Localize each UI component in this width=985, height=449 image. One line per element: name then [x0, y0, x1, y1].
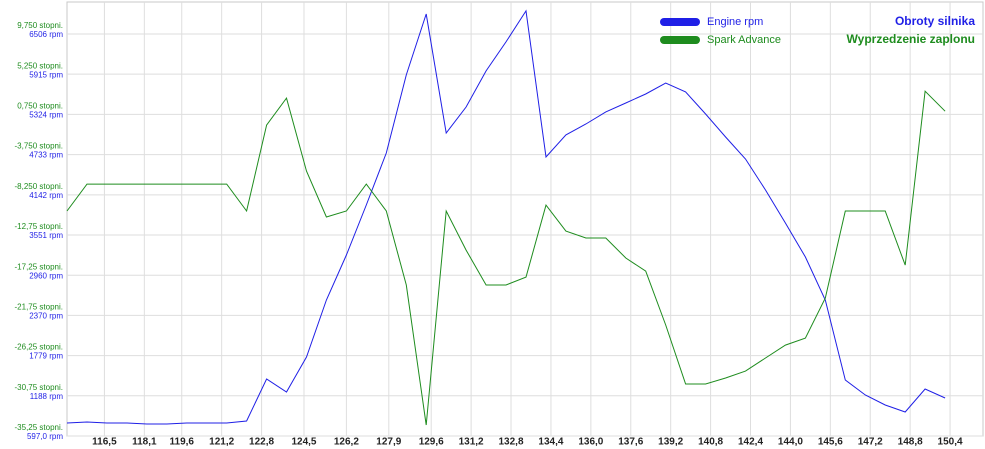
y2-tick-label: -3,750 stopni.: [15, 142, 63, 151]
y-tick-label: 2370 rpm: [29, 311, 63, 320]
y2-tick-label: -17,25 stopni.: [15, 262, 63, 271]
y-tick-label: 5915 rpm: [29, 70, 63, 79]
y-tick-label: 4142 rpm: [29, 191, 63, 200]
x-tick-label: 140,8: [698, 437, 723, 448]
plot-area: [66, 1, 984, 437]
y2-tick-label: -26,25 stopni.: [15, 343, 63, 352]
x-tick-label: 129,6: [419, 437, 444, 448]
x-tick-label: 124,5: [291, 437, 316, 448]
x-tick-label: 134,4: [538, 437, 563, 448]
y2-axis-title: Wyprzedzenie zaplonu: [847, 32, 975, 46]
series-line: [66, 9, 946, 425]
y2-tick-label: 0,750 stopni.: [17, 101, 63, 110]
x-tick-label: 116,5: [92, 437, 117, 448]
legend-swatch: [660, 36, 700, 44]
x-tick-label: 131,2: [459, 437, 484, 448]
x-tick-label: 122,8: [249, 437, 274, 448]
y2-tick-label: -30,75 stopni.: [15, 383, 63, 392]
y2-tick-label: -8,250 stopni.: [15, 182, 63, 191]
y-tick-label: 6506 rpm: [29, 30, 63, 39]
y-tick-label: 1779 rpm: [29, 352, 63, 361]
x-tick-label: 126,2: [334, 437, 359, 448]
series-line: [66, 90, 946, 426]
x-tick-label: 147,2: [858, 437, 883, 448]
y-tick-label: 5324 rpm: [29, 111, 63, 120]
y-tick-label: 1188 rpm: [30, 392, 64, 401]
x-tick-label: 136,0: [578, 437, 603, 448]
y-tick-label: 597,0 rpm: [27, 432, 63, 441]
x-tick-label: 121,2: [209, 437, 234, 448]
legend-label: Engine rpm: [707, 16, 763, 28]
x-tick-label: 139,2: [658, 437, 683, 448]
x-tick-label: 145,6: [818, 437, 843, 448]
x-tick-label: 132,8: [499, 437, 524, 448]
x-tick-label: 142,4: [738, 437, 763, 448]
x-tick-label: 137,6: [618, 437, 643, 448]
y-tick-label: 3551 rpm: [29, 231, 63, 240]
y2-tick-label: -21,75 stopni.: [15, 303, 63, 312]
y-tick-label: 2960 rpm: [29, 271, 63, 280]
x-tick-label: 127,9: [376, 437, 401, 448]
y2-tick-label: 5,250 stopni.: [17, 61, 63, 70]
legend-label: Spark Advance: [707, 34, 781, 46]
x-tick-label: 118,1: [132, 437, 157, 448]
x-tick-label: 119,6: [170, 437, 195, 448]
y2-tick-label: -12,75 stopni.: [15, 222, 63, 231]
y2-tick-label: -35,25 stopni.: [15, 423, 63, 432]
x-tick-label: 144,0: [778, 437, 803, 448]
x-tick-label: 148,8: [898, 437, 923, 448]
x-tick-label: 150,4: [938, 437, 963, 448]
y-tick-label: 4733 rpm: [29, 151, 63, 160]
legend-swatch: [660, 18, 700, 26]
y-axis-title: Obroty silnika: [895, 14, 975, 28]
y2-tick-label: 9,750 stopni.: [17, 21, 63, 30]
